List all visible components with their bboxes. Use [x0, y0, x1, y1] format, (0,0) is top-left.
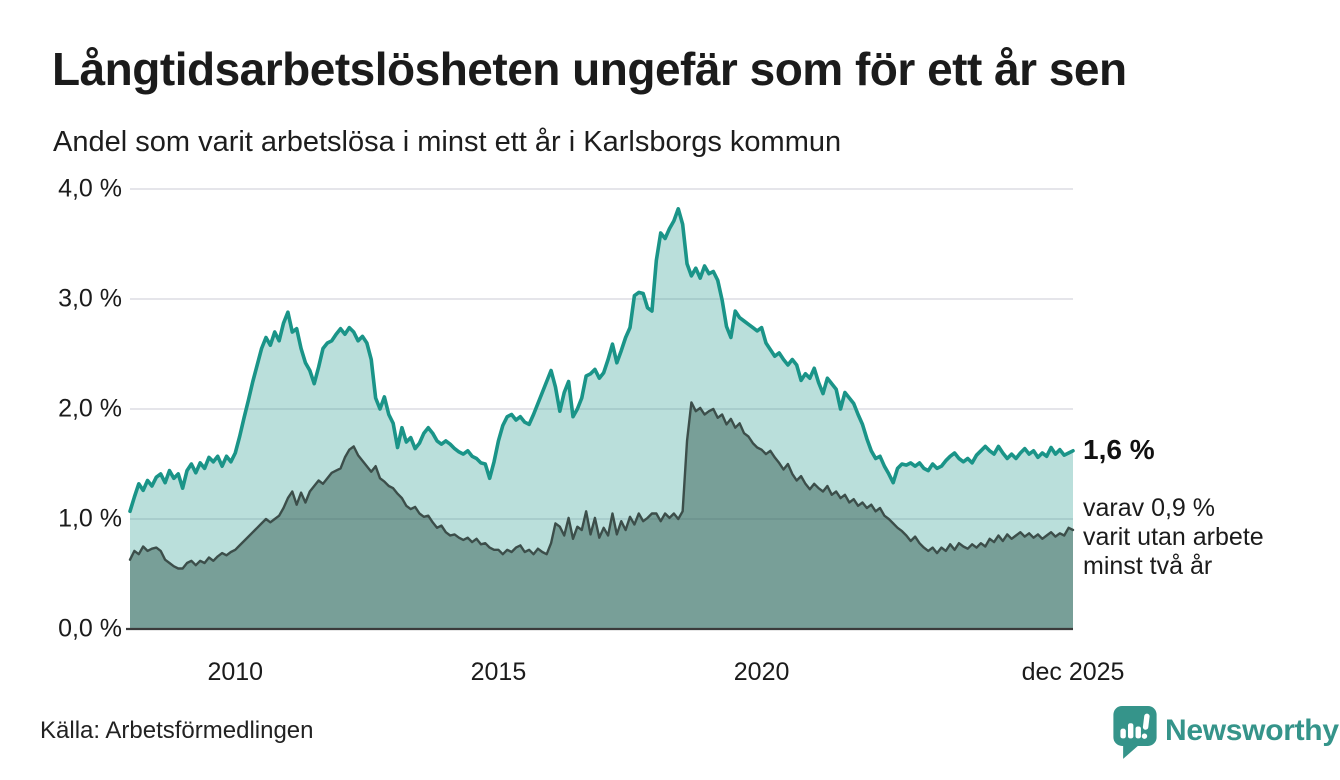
newsworthy-logo-link[interactable]: Newsworthy — [1113, 706, 1339, 765]
area-fill-total — [130, 208, 1073, 630]
x-tick-label: dec 2025 — [1021, 658, 1125, 686]
area-fill-two-years — [130, 402, 1073, 629]
y-tick-label: 2,0 % — [58, 394, 122, 423]
newsworthy-icon — [1113, 706, 1157, 765]
y-tick-label: 1,0 % — [58, 504, 122, 533]
x-tick-label: 2015 — [470, 658, 527, 686]
x-tick-label: 2010 — [207, 658, 264, 686]
newsworthy-wordmark: Newsworthy — [1165, 714, 1339, 747]
y-tick-label: 3,0 % — [58, 284, 122, 313]
x-tick-label: 2020 — [733, 658, 790, 686]
line-total — [128, 207, 1075, 514]
end-annotation: varav 0,9 % varit utan arbete minst två … — [1083, 494, 1264, 581]
end-annotation-line-3: minst två år — [1083, 552, 1213, 580]
line-two-years — [128, 401, 1075, 570]
end-annotation-line-2: varit utan arbete — [1083, 523, 1264, 551]
end-annotation-line-1: varav 0,9 % — [1083, 494, 1216, 522]
chart-subtitle: Andel som varit arbetslösa i minst ett å… — [53, 126, 842, 158]
source-note: Källa: Arbetsförmedlingen — [40, 717, 314, 744]
plot-svg — [126, 188, 1075, 631]
end-value-label: 1,6 % — [1083, 434, 1155, 465]
y-tick-label: 4,0 % — [58, 174, 122, 203]
y-tick-label: 0,0 % — [58, 614, 122, 643]
page-title: Långtidsarbetslösheten ungefär som för e… — [52, 43, 1127, 95]
